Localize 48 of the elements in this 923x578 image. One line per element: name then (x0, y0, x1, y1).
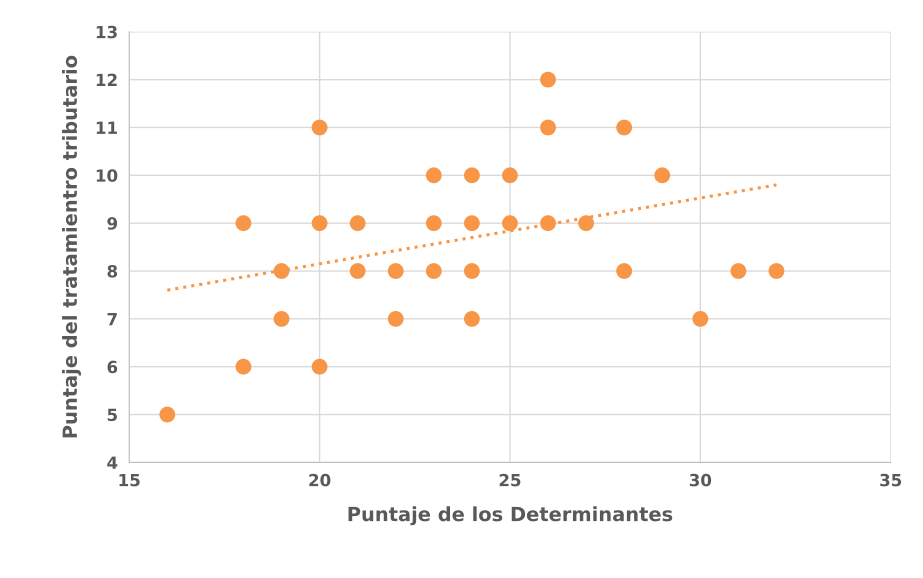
y-tick-label: 8 (108, 264, 118, 278)
x-tick-label: 15 (120, 474, 140, 486)
point (768, 263, 784, 279)
point (464, 263, 480, 279)
point (236, 215, 252, 232)
y-tick-label: 5 (108, 408, 117, 422)
point (350, 215, 366, 232)
point (350, 263, 366, 279)
point (236, 358, 252, 375)
point (616, 120, 632, 136)
x-tick-label: 35 (880, 474, 902, 486)
point (502, 215, 518, 232)
y-tick-label: 9 (107, 217, 118, 230)
point (654, 167, 670, 184)
y-tick-label: 13 (96, 26, 117, 38)
point (578, 215, 594, 232)
point (312, 358, 328, 375)
point (274, 263, 290, 279)
point (312, 215, 328, 232)
point (730, 263, 746, 279)
y-tick-label: 6 (108, 360, 118, 374)
point (274, 310, 290, 327)
x-tick-label: 20 (309, 474, 330, 486)
point (502, 167, 518, 184)
point (159, 406, 176, 422)
y-tick-label: 11 (96, 122, 117, 134)
y-axis-title: Puntaje del tratamientro tributario (62, 56, 82, 438)
x-tick-label: 25 (500, 474, 520, 486)
point (464, 167, 480, 184)
point (540, 120, 556, 136)
point (388, 263, 404, 279)
point (426, 215, 442, 232)
y-tick-label: 12 (96, 74, 117, 86)
point (616, 263, 632, 279)
point (426, 167, 442, 184)
x-axis-title: Puntaje de los Determinantes (348, 506, 672, 526)
point (540, 72, 556, 88)
point (540, 215, 556, 232)
x-tick-label: 30 (690, 474, 712, 486)
point (388, 310, 404, 327)
point (426, 263, 442, 279)
point (312, 120, 328, 136)
y-tick-label: 7 (108, 313, 117, 326)
y-tick-label: 4 (107, 456, 118, 469)
point (464, 310, 480, 327)
y-tick-label: 10 (96, 169, 118, 182)
point (464, 215, 480, 232)
point (692, 310, 708, 327)
